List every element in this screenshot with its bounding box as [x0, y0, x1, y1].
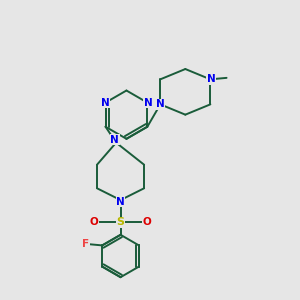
Text: N: N [110, 135, 119, 145]
Text: N: N [116, 196, 125, 206]
Text: N: N [100, 98, 109, 108]
Text: O: O [143, 217, 152, 227]
Text: N: N [156, 99, 165, 110]
Text: N: N [144, 98, 152, 108]
Text: O: O [90, 217, 98, 227]
Text: F: F [82, 239, 90, 249]
Text: N: N [207, 74, 215, 84]
Text: S: S [117, 217, 124, 227]
